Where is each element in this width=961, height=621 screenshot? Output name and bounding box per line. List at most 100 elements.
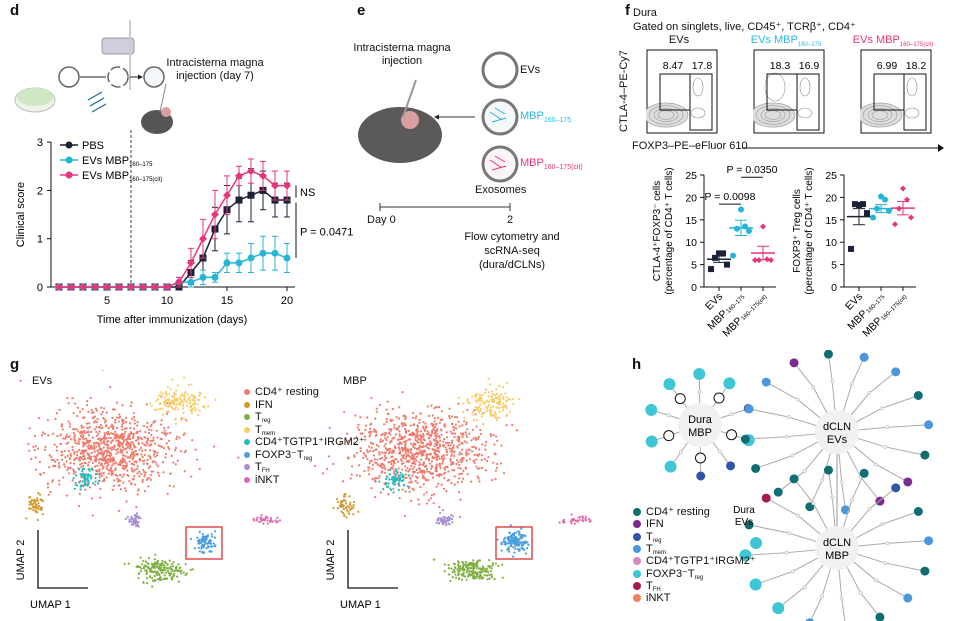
umap-point [30,457,33,461]
umap-point [111,470,114,473]
umap-point [343,493,346,496]
umap-point [266,519,269,522]
umap-point [425,456,428,460]
umap-point [445,450,449,454]
umap-point [103,421,107,424]
umap-point [417,438,420,441]
umap-point [393,423,396,426]
umap-point [385,456,388,460]
umap-point [163,396,166,399]
umap-point [524,552,528,555]
umap-point [115,439,118,442]
umap-point [136,424,139,427]
data-point [742,223,748,230]
cell-node [903,593,913,603]
y-tick-label: 2 [37,185,43,197]
umap-point [188,398,192,402]
umap-point [137,442,140,446]
umap-point [429,497,433,500]
umap-point [364,455,368,458]
umap-point [83,478,86,481]
umap-point [112,448,115,451]
umap-point [109,447,112,450]
umap-point [211,535,214,538]
umap-point [448,517,451,520]
umap-point [141,563,144,566]
umap-point [188,396,191,399]
legend-mbp-e: MBP160–175 [520,110,572,125]
umap-point [114,430,117,434]
umap-point [62,463,66,466]
umap-point [444,446,447,449]
umap-point [460,452,463,456]
umap-point [126,446,129,449]
umap-point [184,563,187,566]
umap-point [161,559,164,563]
umap-point [97,433,100,436]
umap-point [520,527,523,530]
edge [875,463,909,483]
y-tick-label: 15 [825,215,837,227]
umap-point [378,480,381,483]
umap-point [450,513,453,517]
umap-point [46,419,49,422]
umap-point [119,488,123,491]
umap-point [146,425,149,429]
umap-point [84,474,87,477]
umap-point [513,534,516,537]
y-tick-label: 0 [831,282,837,294]
umap-point [501,409,505,412]
umap-point [110,423,113,426]
umap-point [101,458,104,462]
umap-point [96,473,99,476]
umap-point [149,473,152,477]
umap-point [435,463,439,466]
umap-point [431,424,434,428]
umap-point [455,427,458,430]
umap-point [472,437,475,440]
umap-point [523,534,526,537]
umap-point [105,476,108,479]
umap-point [94,480,97,483]
umap-point [73,434,76,437]
data-point [760,223,766,230]
umap-point [449,459,452,462]
umap-point [458,515,462,518]
umap-point [471,395,474,398]
umap-point [340,510,343,513]
umap-point [477,454,480,458]
umap-point [375,407,378,410]
umap-point [120,437,124,440]
umap-point [490,395,493,398]
umap-point [100,451,104,455]
umap-point [474,413,477,416]
umap-point [379,440,382,443]
legend-item: Treg [633,531,661,544]
umap-point [427,414,431,417]
umap-point [373,428,376,431]
umap-point [471,410,475,413]
cell-node [891,367,901,377]
umap-point [91,461,94,464]
umap-point [445,431,448,434]
umap-point [89,447,92,450]
umap-point [402,414,405,418]
clone-node [786,415,791,420]
umap-point [163,560,167,563]
umap-point [109,425,112,428]
umap-point [90,430,93,433]
umap-point [404,465,407,468]
umap-point [128,422,132,425]
umap-point [422,425,425,428]
umap-point [501,563,504,566]
umap-point [130,483,133,486]
umap-point [411,411,415,415]
umap-point [95,409,98,412]
umap-point [90,444,93,447]
umap-point [138,565,142,569]
umap-point [327,455,331,458]
umap-point [450,518,454,521]
highlight-box [495,526,533,560]
umap-point [173,408,176,411]
umap-point [410,464,413,468]
